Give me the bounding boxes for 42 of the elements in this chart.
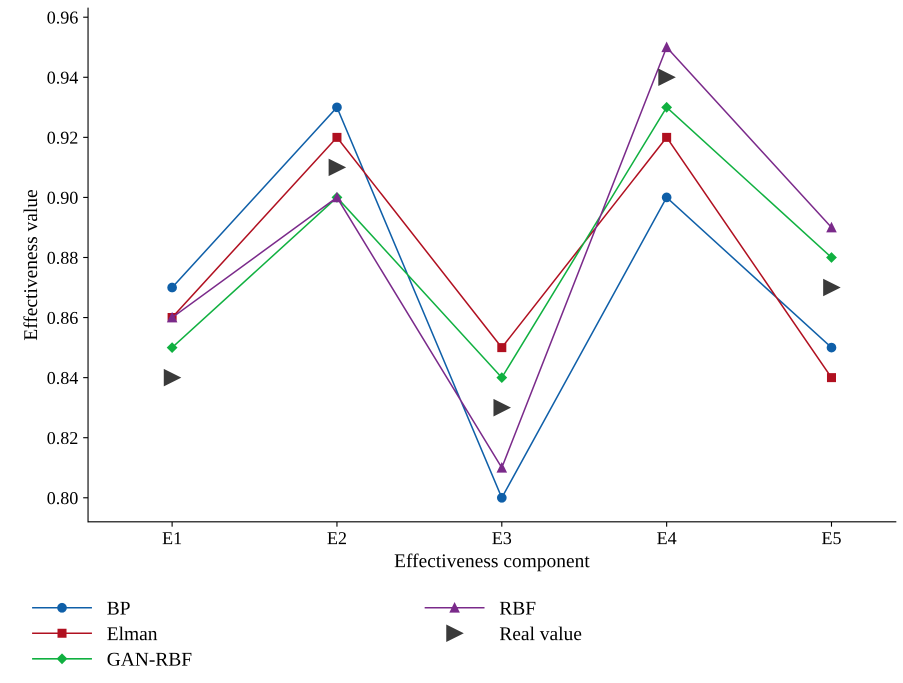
y-tick-label: 0.94 <box>47 72 78 84</box>
y-axis-title: Effectiveness value <box>23 190 38 340</box>
point <box>493 399 510 416</box>
point <box>662 132 672 142</box>
point <box>328 159 346 176</box>
x-tick-label: E4 <box>657 532 676 544</box>
point <box>497 343 506 352</box>
point <box>496 492 507 503</box>
y-tick-label: 0.80 <box>47 492 78 504</box>
point <box>662 42 672 52</box>
point <box>826 252 837 263</box>
point <box>826 222 836 232</box>
legend-label: BP <box>107 602 130 615</box>
legend-label: Real value <box>500 626 582 640</box>
point <box>496 372 507 383</box>
x-tick-label: E2 <box>327 532 346 544</box>
point <box>496 462 507 473</box>
x-axis-title: Effectiveness component <box>394 553 590 572</box>
y-tick-label: 0.96 <box>47 11 78 24</box>
point <box>662 192 672 202</box>
point <box>332 102 342 112</box>
point <box>167 282 177 292</box>
y-tick-label: 0.90 <box>47 192 78 204</box>
point <box>167 342 178 353</box>
legend-label: RBF <box>500 602 536 615</box>
point <box>164 369 180 386</box>
y-tick-label: 0.82 <box>47 432 78 444</box>
point <box>826 373 836 382</box>
legend-label: GAN-RBF <box>108 652 192 666</box>
x-tick-label: E5 <box>822 532 841 544</box>
point <box>332 132 342 142</box>
y-tick-label: 0.88 <box>47 252 78 264</box>
point <box>662 102 672 112</box>
point <box>823 279 840 296</box>
point <box>658 68 675 86</box>
x-tick-label: E1 <box>162 532 182 544</box>
legend-label: Elman <box>107 626 158 640</box>
x-tick-label: E3 <box>492 532 512 544</box>
point <box>826 342 836 352</box>
y-tick-label: 0.86 <box>47 312 78 324</box>
y-tick-label: 0.92 <box>47 132 78 144</box>
y-tick-label: 0.84 <box>47 372 78 384</box>
